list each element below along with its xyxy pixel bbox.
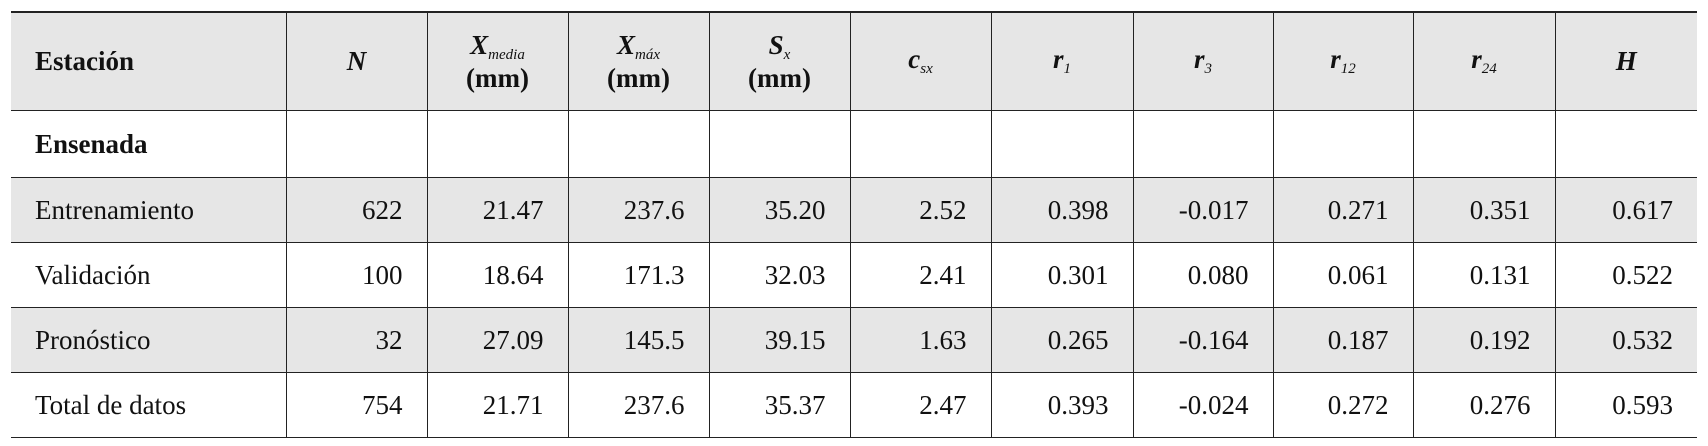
- header-cell: r1: [990, 12, 1133, 111]
- header-symbol: Estación: [35, 46, 135, 77]
- header-symbol: r: [1052, 44, 1064, 75]
- empty-cell: [1132, 110, 1273, 178]
- header-subscript: media: [488, 46, 525, 63]
- value-cell: 0.061: [1272, 242, 1413, 308]
- header-cell: r24: [1412, 12, 1555, 111]
- value-cell: 2.47: [849, 372, 991, 438]
- header-subscript: x: [783, 46, 791, 63]
- value-cell: -0.024: [1132, 372, 1273, 438]
- value-cell: 0.271: [1272, 177, 1413, 243]
- empty-cell: [567, 110, 709, 178]
- empty-cell: [285, 110, 427, 178]
- row-label: Total de datos: [11, 372, 286, 438]
- value-cell: 35.37: [708, 372, 850, 438]
- value-cell: 39.15: [708, 307, 850, 373]
- value-cell: 171.3: [567, 242, 709, 308]
- value-cell: -0.017: [1132, 177, 1273, 243]
- empty-cell: [1554, 110, 1697, 178]
- header-symbol: H: [1615, 46, 1637, 77]
- value-cell: 0.272: [1272, 372, 1413, 438]
- header-cell: Xmedia (mm): [426, 12, 568, 111]
- value-cell: 237.6: [567, 372, 709, 438]
- header-subscript: 24: [1481, 61, 1497, 78]
- header-unit: (mm): [466, 62, 529, 93]
- header-cell: H: [1554, 12, 1697, 111]
- value-cell: 2.52: [849, 177, 991, 243]
- value-cell: 0.265: [990, 307, 1133, 373]
- value-cell: 145.5: [567, 307, 709, 373]
- data-table: Estación N Xmedia (mm) Xmáx (mm) Sx (mm) csx r1 r3…: [11, 11, 1697, 438]
- header-symbol: S: [768, 29, 784, 60]
- value-cell: 0.393: [990, 372, 1133, 438]
- header-symbol: r: [1193, 44, 1205, 75]
- row-label: Validación: [11, 242, 286, 308]
- value-cell: 0.276: [1412, 372, 1555, 438]
- value-cell: 21.47: [426, 177, 568, 243]
- value-cell: 0.301: [990, 242, 1133, 308]
- value-cell: 0.192: [1412, 307, 1555, 373]
- header-cell: N: [285, 12, 427, 111]
- header-symbol: r: [1471, 44, 1482, 75]
- value-cell: 0.522: [1554, 242, 1697, 308]
- value-cell: 0.187: [1272, 307, 1413, 373]
- header-row: Estación N Xmedia (mm) Xmáx (mm) Sx (mm) csx r1 r3…: [11, 12, 1697, 111]
- table-body: Ensenada Entrenamiento 622 21.47 237.6 35.20 2…: [11, 110, 1697, 438]
- empty-cell: [426, 110, 568, 178]
- value-cell: 35.20: [708, 177, 850, 243]
- value-cell: 0.593: [1554, 372, 1697, 438]
- header-cell: r3: [1132, 12, 1273, 111]
- value-cell: 0.080: [1132, 242, 1273, 308]
- value-cell: 622: [285, 177, 427, 243]
- value-cell: 0.398: [990, 177, 1133, 243]
- header-subscript: 1: [1063, 61, 1072, 78]
- value-cell: 21.71: [426, 372, 568, 438]
- empty-cell: [990, 110, 1133, 178]
- header-cell: csx: [849, 12, 991, 111]
- value-cell: -0.164: [1132, 307, 1273, 373]
- header-subscript: 3: [1204, 61, 1213, 78]
- header-cell: Xmáx (mm): [567, 12, 709, 111]
- value-cell: 0.131: [1412, 242, 1555, 308]
- header-symbol: X: [616, 29, 635, 60]
- value-cell: 27.09: [426, 307, 568, 373]
- section-label: Ensenada: [11, 110, 286, 178]
- value-cell: 100: [285, 242, 427, 308]
- empty-cell: [708, 110, 850, 178]
- value-cell: 0.617: [1554, 177, 1697, 243]
- header-symbol: X: [470, 29, 489, 60]
- value-cell: 18.64: [426, 242, 568, 308]
- header-cell: Estación: [11, 12, 286, 111]
- header-symbol: r: [1330, 44, 1341, 75]
- data-row: Entrenamiento 622 21.47 237.6 35.20 2.52 0.398…: [11, 177, 1697, 243]
- value-cell: 1.63: [849, 307, 991, 373]
- value-cell: 2.41: [849, 242, 991, 308]
- header-subscript: sx: [920, 61, 933, 78]
- header-cell: Sx (mm): [708, 12, 850, 111]
- header-subscript: máx: [635, 46, 660, 63]
- header-symbol: N: [346, 46, 367, 77]
- header-subscript: 12: [1340, 61, 1356, 78]
- value-cell: 32.03: [708, 242, 850, 308]
- value-cell: 0.532: [1554, 307, 1697, 373]
- data-row: Total de datos 754 21.71 237.6 35.37 2.47 0.39…: [11, 372, 1697, 438]
- value-cell: 32: [285, 307, 427, 373]
- data-row: Validación 100 18.64 171.3 32.03 2.41 0.301 0.0…: [11, 242, 1697, 308]
- empty-cell: [1412, 110, 1555, 178]
- value-cell: 0.351: [1412, 177, 1555, 243]
- value-cell: 754: [285, 372, 427, 438]
- header-symbol: c: [908, 44, 921, 75]
- value-cell: 237.6: [567, 177, 709, 243]
- header-unit: (mm): [748, 62, 811, 93]
- section-row: Ensenada: [11, 110, 1697, 178]
- header-cell: r12: [1272, 12, 1413, 111]
- row-label: Pronóstico: [11, 307, 286, 373]
- empty-cell: [849, 110, 991, 178]
- header-unit: (mm): [607, 62, 670, 93]
- data-row: Pronóstico 32 27.09 145.5 39.15 1.63 0.265 -0.1…: [11, 307, 1697, 373]
- empty-cell: [1272, 110, 1413, 178]
- row-label: Entrenamiento: [11, 177, 286, 243]
